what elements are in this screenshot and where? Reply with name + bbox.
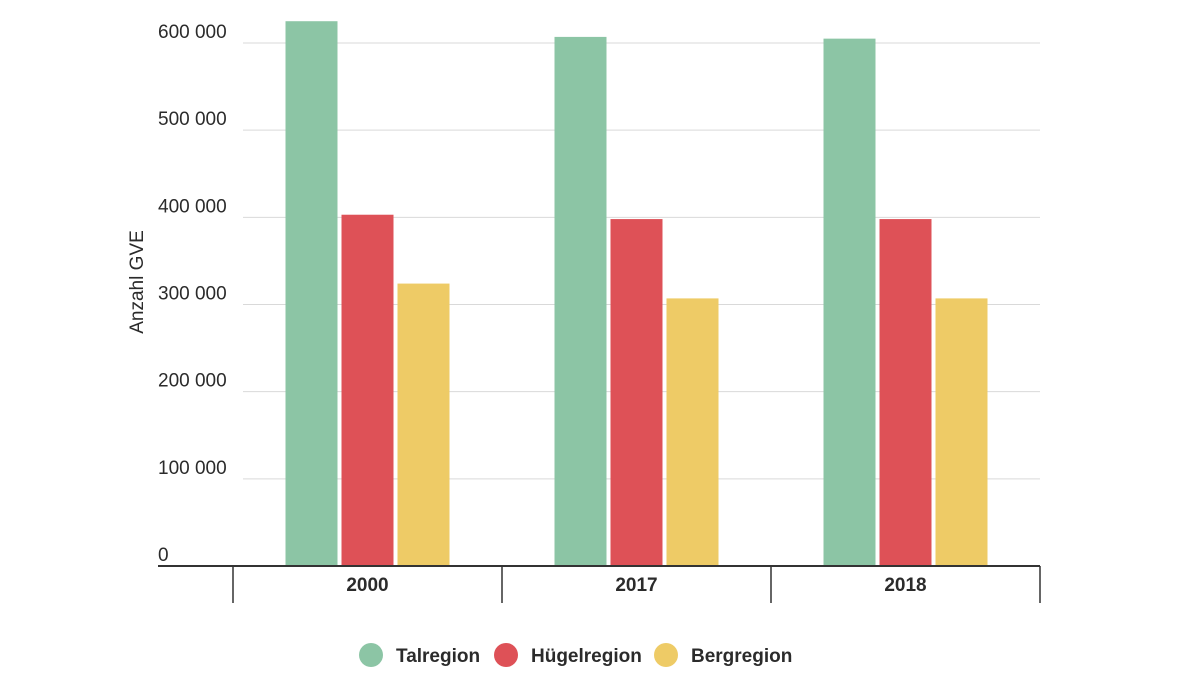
legend: Talregion Hügelregion Bergregion (359, 643, 792, 667)
y-tick-label: 500 000 (158, 109, 227, 130)
legend-label-bergregion: Bergregion (691, 646, 792, 667)
bar-hügelregion-2000 (341, 214, 394, 567)
y-tick-label: 600 000 (158, 22, 227, 43)
bar-bergregion-2018 (935, 298, 988, 566)
legend-label-talregion: Talregion (396, 646, 480, 667)
bar-talregion-2017 (554, 36, 607, 567)
y-tick-label: 100 000 (158, 458, 227, 479)
bar-talregion-2018 (823, 38, 876, 567)
bar-bergregion-2000 (397, 283, 450, 566)
x-tick-label: 2017 (615, 575, 657, 596)
y-tick-label: 0 (158, 545, 169, 566)
y-tick-label: 400 000 (158, 196, 227, 217)
bar-talregion-2000 (285, 21, 338, 567)
y-tick-label: 300 000 (158, 284, 227, 305)
bars (285, 21, 988, 567)
legend-swatch-talregion (359, 643, 383, 667)
x-axis: 2000 2017 2018 (158, 565, 1041, 603)
y-tick-label: 200 000 (158, 371, 227, 392)
y-axis-ticks: 0 100 000 200 000 300 000 400 000 500 000 600 … (158, 22, 227, 566)
x-tick-label: 2018 (884, 575, 926, 596)
bar-bergregion-2017 (666, 298, 719, 566)
legend-swatch-bergregion (654, 643, 678, 667)
bar-hügelregion-2018 (879, 219, 932, 566)
legend-swatch-hügelregion (494, 643, 518, 667)
legend-label-hügelregion: Hügelregion (531, 646, 642, 667)
y-axis-label: Anzahl GVE (127, 230, 148, 334)
x-tick-label: 2000 (346, 575, 388, 596)
bar-hügelregion-2017 (610, 219, 663, 566)
